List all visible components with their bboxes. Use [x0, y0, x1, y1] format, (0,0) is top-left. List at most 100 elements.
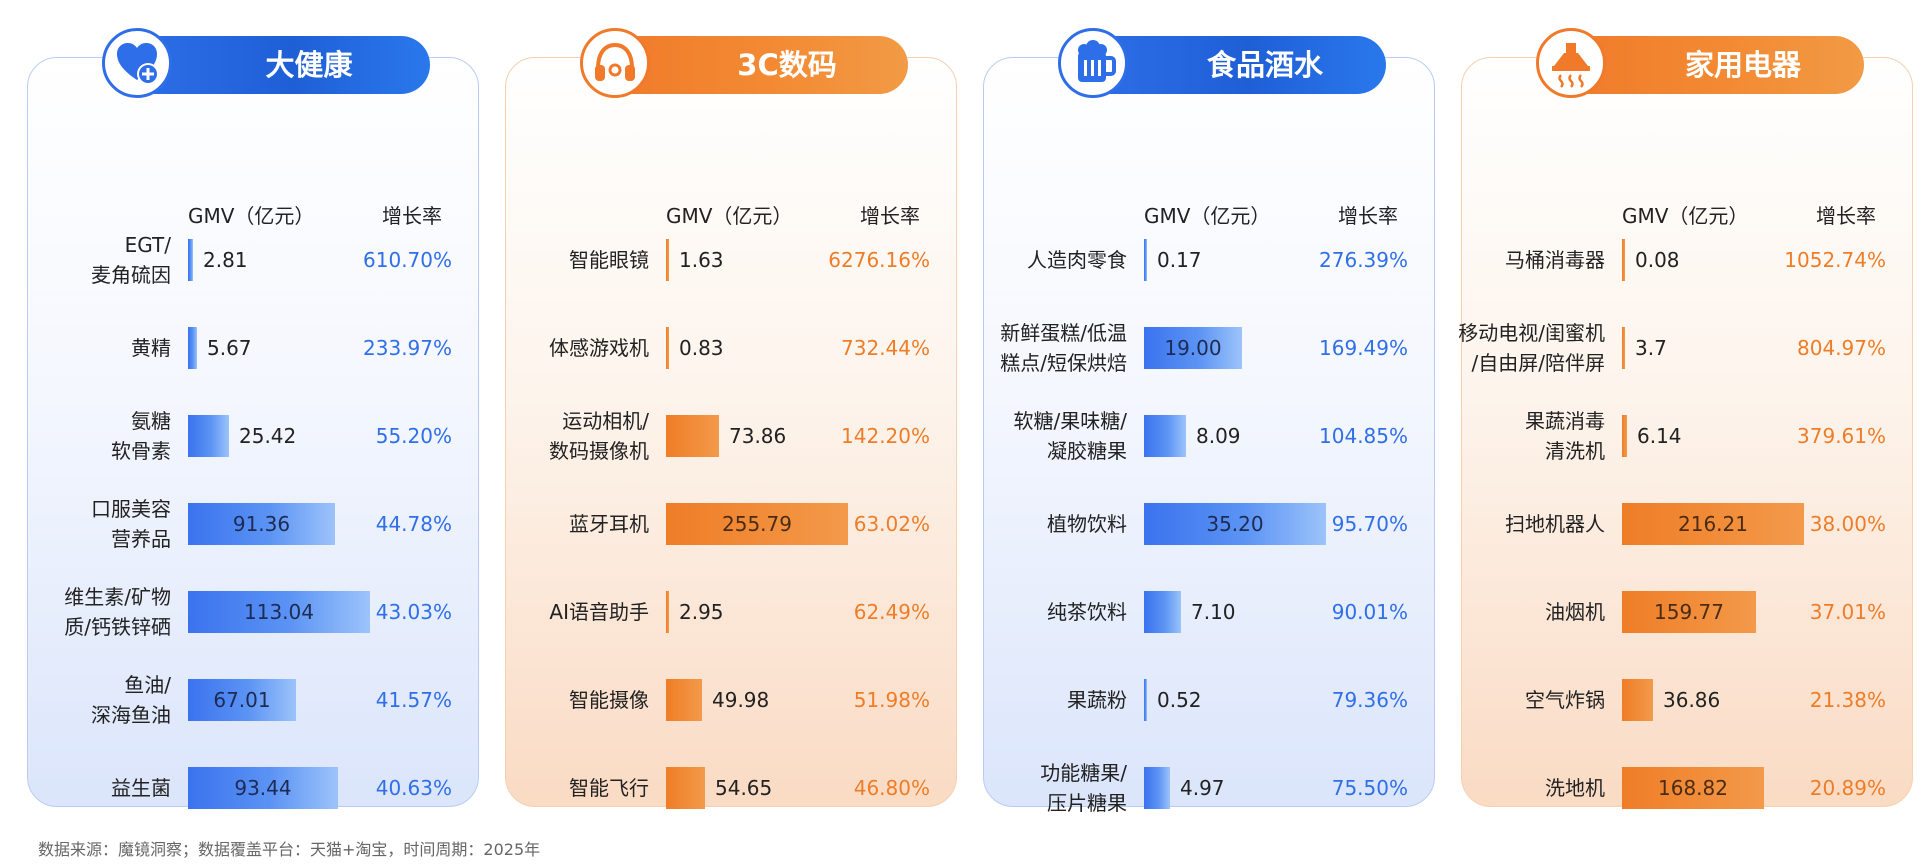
panel-title: 食品酒水 — [1206, 48, 1323, 82]
beer-mug-icon — [1058, 28, 1128, 98]
category-label: 软糖/果味糖/ 凝胶糖果 — [1013, 409, 1127, 463]
gmv-value-label: 0.17 — [1157, 248, 1202, 272]
gmv-bar — [666, 767, 705, 809]
panel-header: 3C数码 — [604, 36, 908, 94]
growth-rate-label: 55.20% — [375, 424, 452, 448]
bar-row: AI语音助手 2.95 62.49% — [506, 572, 956, 652]
bar-row: 新鲜蛋糕/低温 糕点/短保烘焙 19.00 169.49% — [984, 308, 1434, 388]
gmv-bar — [188, 767, 338, 809]
gmv-bar — [188, 239, 193, 281]
gmv-value-label: 159.77 — [1654, 600, 1724, 624]
category-label: 蓝牙耳机 — [569, 512, 649, 536]
gmv-value-label: 0.52 — [1157, 688, 1202, 712]
category-label: 体感游戏机 — [549, 336, 649, 360]
panel-3: 食品酒水 GMV（亿元） 增长率 人造肉零食 0.17 276.39% 新鲜蛋糕/低温 糕点… — [983, 28, 1435, 815]
panel-4: 家用电器 GMV（亿元） 增长率 马桶消毒器 0.08 1052.74% 移动电视/闺蜜机 … — [1458, 28, 1913, 809]
gmv-value-label: 25.42 — [239, 424, 297, 448]
category-label: 智能飞行 — [569, 776, 649, 800]
growth-rate-label: 104.85% — [1319, 424, 1408, 448]
range-hood-icon — [1536, 28, 1606, 98]
category-label: 氨糖 软骨素 — [111, 409, 171, 463]
gmv-bar — [1144, 327, 1242, 369]
bar-row: 黄精 5.67 233.97% — [28, 308, 478, 388]
gmv-value-label: 216.21 — [1678, 512, 1748, 536]
growth-column-header: 增长率 — [1338, 204, 1398, 228]
gmv-bar — [1144, 415, 1186, 457]
bar-row: 移动电视/闺蜜机 /自由屏/陪伴屏 3.7 804.97% — [1458, 308, 1912, 388]
bar-row: 油烟机 159.77 37.01% — [1462, 572, 1912, 652]
bar-row: 马桶消毒器 0.08 1052.74% — [1462, 220, 1912, 300]
category-label: 智能摄像 — [569, 688, 649, 712]
category-label: 益生菌 — [111, 776, 171, 800]
gmv-value-label: 1.63 — [679, 248, 724, 272]
growth-rate-label: 21.38% — [1809, 688, 1886, 712]
bar-row: 果蔬消毒 清洗机 6.14 379.61% — [1462, 396, 1912, 476]
gmv-bar — [1622, 591, 1756, 633]
growth-rate-label: 1052.74% — [1784, 248, 1886, 272]
bar-row: 鱼油/ 深海鱼油 67.01 41.57% — [28, 660, 478, 740]
growth-rate-label: 38.00% — [1809, 512, 1886, 536]
category-label: 功能糖果/ 压片糖果 — [1040, 761, 1127, 815]
growth-rate-label: 46.80% — [853, 776, 930, 800]
category-label: 果蔬消毒 清洗机 — [1525, 409, 1605, 463]
gmv-bar — [1144, 591, 1181, 633]
gmv-column-header: GMV（亿元） — [188, 204, 315, 228]
gmv-value-label: 113.04 — [244, 600, 314, 624]
bar-row: 运动相机/ 数码摄像机 73.86 142.20% — [506, 396, 956, 476]
panel-header: 大健康 — [126, 36, 430, 94]
gmv-value-label: 0.08 — [1635, 248, 1680, 272]
category-label: 新鲜蛋糕/低温 糕点/短保烘焙 — [1000, 321, 1127, 375]
gmv-bar — [1622, 327, 1625, 369]
gmv-bar — [666, 503, 848, 545]
bar-row: 纯茶饮料 7.10 90.01% — [984, 572, 1434, 652]
gmv-value-label: 2.95 — [679, 600, 724, 624]
gmv-value-label: 0.83 — [679, 336, 724, 360]
growth-rate-label: 75.50% — [1331, 776, 1408, 800]
category-label: 运动相机/ 数码摄像机 — [549, 409, 649, 463]
data-source-note: 数据来源：魔镜洞察；数据覆盖平台：天猫+淘宝，时间周期：2025年 — [38, 840, 541, 859]
growth-column-header: 增长率 — [1816, 204, 1876, 228]
growth-rate-label: 804.97% — [1797, 336, 1886, 360]
gmv-value-label: 255.79 — [722, 512, 792, 536]
gmv-bar — [1622, 767, 1764, 809]
growth-column-header: 增长率 — [860, 204, 920, 228]
category-label: 维生素/矿物 质/钙铁锌硒 — [64, 585, 171, 639]
bar-row: 益生菌 93.44 40.63% — [28, 748, 478, 828]
panel-title: 3C数码 — [737, 48, 837, 82]
category-label: EGT/ 麦角硫因 — [91, 233, 171, 287]
category-label: 口服美容 营养品 — [91, 497, 171, 551]
gmv-bar — [188, 503, 335, 545]
gmv-bar — [666, 679, 702, 721]
category-label: 纯茶饮料 — [1047, 600, 1127, 624]
bar-row: EGT/ 麦角硫因 2.81 610.70% — [28, 220, 478, 300]
gmv-value-label: 4.97 — [1180, 776, 1225, 800]
category-label: 空气炸锅 — [1525, 688, 1605, 712]
gmv-bar — [666, 239, 669, 281]
growth-rate-label: 379.61% — [1797, 424, 1886, 448]
category-label: 果蔬粉 — [1067, 688, 1127, 712]
category-label: 移动电视/闺蜜机 /自由屏/陪伴屏 — [1458, 321, 1605, 375]
growth-rate-label: 44.78% — [375, 512, 452, 536]
gmv-bar — [188, 591, 370, 633]
gmv-bar — [666, 591, 669, 633]
panel-header: 食品酒水 — [1082, 36, 1386, 94]
bar-row: 洗地机 168.82 20.89% — [1462, 748, 1912, 828]
gmv-value-label: 93.44 — [234, 776, 292, 800]
gmv-value-label: 73.86 — [729, 424, 787, 448]
growth-rate-label: 169.49% — [1319, 336, 1408, 360]
category-label: 鱼油/ 深海鱼油 — [91, 673, 171, 727]
gmv-bar — [1622, 503, 1804, 545]
gmv-value-label: 36.86 — [1663, 688, 1721, 712]
gmv-column-header: GMV（亿元） — [666, 204, 793, 228]
category-label: 油烟机 — [1545, 600, 1605, 624]
gmv-column-header: GMV（亿元） — [1622, 204, 1749, 228]
category-label: 人造肉零食 — [1027, 248, 1127, 272]
gmv-bar — [1144, 503, 1326, 545]
category-label: 黄精 — [131, 336, 171, 360]
gmv-bar — [1144, 767, 1170, 809]
bar-row: 氨糖 软骨素 25.42 55.20% — [28, 396, 478, 476]
bar-row: 果蔬粉 0.52 79.36% — [984, 660, 1434, 740]
category-label: 扫地机器人 — [1505, 512, 1605, 536]
gmv-column-header: GMV（亿元） — [1144, 204, 1271, 228]
growth-rate-label: 63.02% — [853, 512, 930, 536]
